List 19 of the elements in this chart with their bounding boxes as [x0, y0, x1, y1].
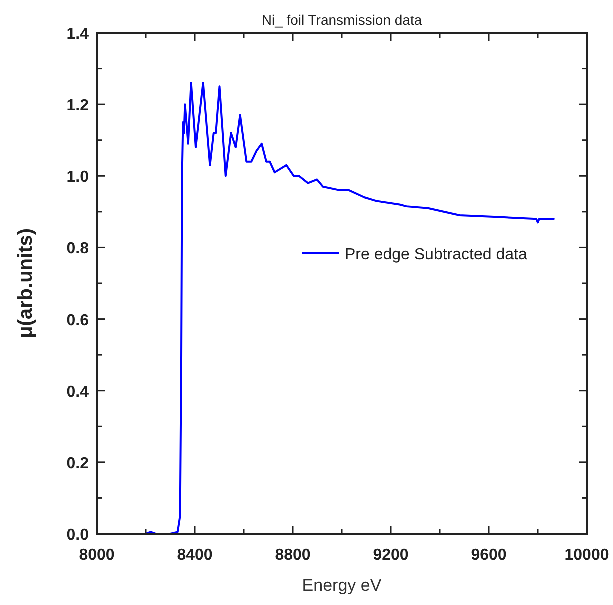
- x-tick-label: 9200: [373, 547, 409, 564]
- x-axis-title: Energy eV: [302, 576, 382, 595]
- y-tick-label: 1.0: [66, 169, 90, 186]
- y-tick-label: 0.2: [66, 455, 90, 472]
- y-tick-label: 0.8: [66, 240, 90, 258]
- y-tick-label: 0.4: [66, 384, 90, 401]
- x-tick-label: 9600: [471, 547, 507, 564]
- legend-label: Pre edge Subtracted data: [345, 246, 528, 264]
- y-tick-label: 0.6: [66, 312, 90, 330]
- y-tick-label: 0.0: [66, 527, 90, 544]
- x-tick-label: 10000: [564, 547, 610, 564]
- x-tick-label: 8800: [275, 547, 311, 564]
- y-tick-label: 1.4: [66, 26, 90, 43]
- y-axis-title: μ(arb.units): [15, 228, 37, 339]
- chart-title: Ni_ foil Transmission data: [262, 12, 422, 28]
- x-tick-label: 8000: [79, 547, 115, 564]
- y-tick-label: 1.2: [66, 98, 90, 115]
- x-tick-label: 8400: [177, 547, 213, 564]
- line-series: [145, 82, 555, 535]
